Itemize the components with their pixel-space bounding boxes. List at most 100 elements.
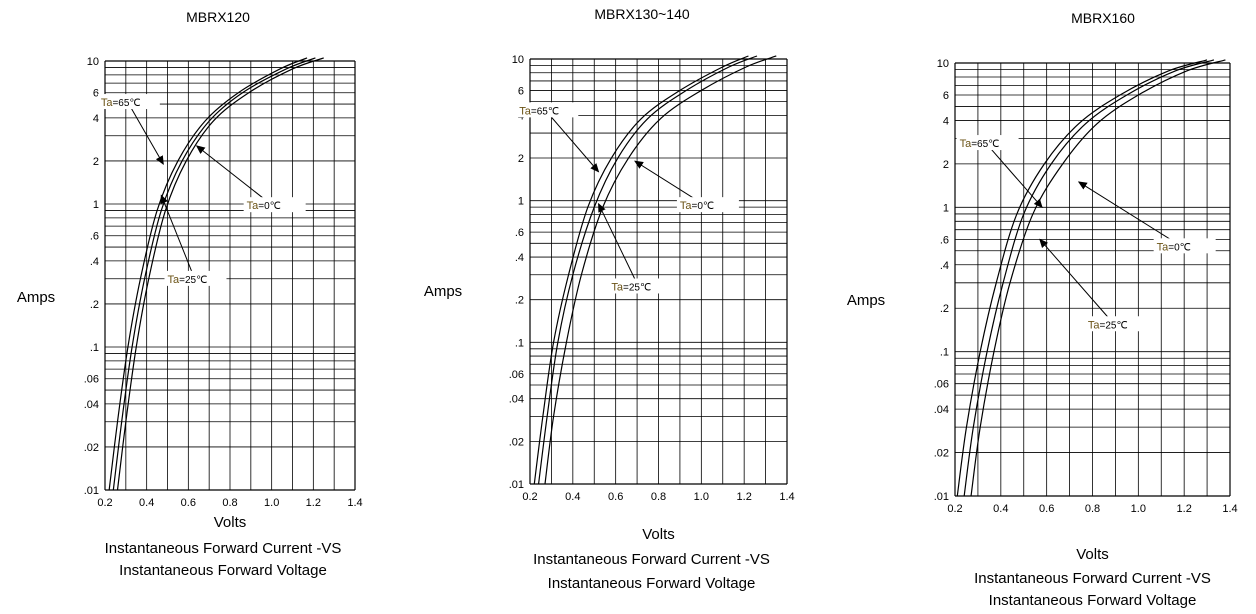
y-tick-label: 10 <box>937 58 949 70</box>
annotation-label: Ta=25℃ <box>611 281 651 293</box>
y-tick-label: .6 <box>940 234 949 246</box>
y-tick-label: .1 <box>90 342 99 354</box>
x-tick-label: 0.8 <box>1085 503 1100 515</box>
chart-3: .01 .02 .04 .06 .1 .2 .4 .6 1 2 4 6 10 0.2 0.4 0.6 0.8 1.… <box>847 10 1238 609</box>
caption-line-2: Instantaneous Forward Voltage <box>119 562 327 579</box>
annotation-arrow <box>1039 238 1117 327</box>
chart-title: MBRX160 <box>1071 10 1135 26</box>
y-tick-label: .1 <box>940 347 949 359</box>
series-line-2 <box>963 59 1215 497</box>
x-tick-label: 1.4 <box>1222 503 1237 515</box>
annotation-label: Ta=0℃ <box>680 200 714 212</box>
y-tick-label: .04 <box>934 404 949 416</box>
chart-1: .01 .02 .04 .06 .1 .2 .4 .6 1 2 4 6 10 0.2 0.4 0.6 0.8 1.… <box>17 9 363 579</box>
annotation-arrow <box>546 112 600 173</box>
annotation-label: Ta=25℃ <box>168 274 208 286</box>
annotation-prefix: Ta <box>168 274 181 286</box>
annotation-label: Ta=0℃ <box>1157 241 1191 253</box>
series-line-3 <box>544 55 777 485</box>
y-tick-label: .2 <box>940 303 949 315</box>
y-tick-label: 4 <box>943 115 949 127</box>
series-line-1 <box>956 59 1208 497</box>
y-tick-label: 6 <box>518 85 524 97</box>
caption-line-1: Instantaneous Forward Current -VS <box>974 570 1211 587</box>
y-tick-label: .01 <box>934 491 949 503</box>
annotation-bg <box>243 197 306 213</box>
y-tick-label: 4 <box>93 113 99 125</box>
y-axis-label: Amps <box>847 292 885 309</box>
annotation-bg <box>97 94 160 110</box>
x-axis-label: Volts <box>214 514 247 531</box>
x-axis-label: Volts <box>642 526 675 543</box>
annotation-arrow <box>1077 181 1185 249</box>
caption-line-1: Instantaneous Forward Current -VS <box>533 551 770 568</box>
annotation-arrow <box>598 202 640 289</box>
caption-line-2: Instantaneous Forward Voltage <box>548 575 756 592</box>
caption-line-2: Instantaneous Forward Voltage <box>989 592 1197 609</box>
annotation-prefix: Ta <box>680 200 693 212</box>
series-line-3 <box>116 57 324 491</box>
annotation-arrow <box>128 103 164 166</box>
x-tick-label: 0.4 <box>565 491 580 503</box>
annotation-suffix: =0℃ <box>692 201 715 212</box>
x-tick-label: 0.2 <box>947 503 962 515</box>
y-tick-label: .2 <box>515 295 524 307</box>
x-tick-label: 1.2 <box>737 491 752 503</box>
y-tick-label: .06 <box>84 374 99 386</box>
y-tick-label: .01 <box>84 485 99 497</box>
y-tick-label: .01 <box>509 479 524 491</box>
annotation-label: Ta=65℃ <box>101 97 141 109</box>
annotation-suffix: =65℃ <box>112 98 140 109</box>
x-tick-label: 1.0 <box>264 497 279 509</box>
annotation-suffix: =25℃ <box>1100 320 1128 331</box>
y-tick-label: .6 <box>90 231 99 243</box>
x-tick-label: 0.6 <box>1039 503 1054 515</box>
y-tick-label: .04 <box>84 399 99 411</box>
annotation-bg <box>1084 316 1147 332</box>
annotation-suffix: =65℃ <box>971 139 999 150</box>
x-tick-label: 1.2 <box>1177 503 1192 515</box>
caption-line-1: Instantaneous Forward Current -VS <box>105 540 342 557</box>
annotation-bg <box>1153 238 1216 254</box>
y-tick-label: 6 <box>943 90 949 102</box>
x-tick-label: 0.8 <box>651 491 666 503</box>
y-tick-label: .2 <box>90 299 99 311</box>
x-tick-label: 0.4 <box>993 503 1008 515</box>
x-tick-label: 1.2 <box>306 497 321 509</box>
x-tick-label: 0.6 <box>181 497 196 509</box>
y-tick-label: 2 <box>93 156 99 168</box>
series-line-2 <box>537 55 758 485</box>
annotation-label: Ta=65℃ <box>960 138 1000 150</box>
annotation-suffix: =65℃ <box>531 106 559 117</box>
y-tick-label: .6 <box>515 227 524 239</box>
annotation-suffix: =0℃ <box>258 201 281 212</box>
y-tick-label: .06 <box>934 379 949 391</box>
x-tick-label: 1.0 <box>1131 503 1146 515</box>
y-tick-label: 10 <box>512 54 524 66</box>
annotation-bg <box>164 270 227 286</box>
y-tick-label: .04 <box>509 394 524 406</box>
y-tick-label: 6 <box>93 88 99 100</box>
y-tick-label: .02 <box>84 442 99 454</box>
annotation-bg <box>516 102 579 118</box>
x-tick-label: 1.4 <box>779 491 794 503</box>
y-tick-label: .02 <box>934 448 949 460</box>
annotation-label: Ta=65℃ <box>519 105 559 117</box>
annotation-label: Ta=0℃ <box>247 200 281 212</box>
x-tick-label: 0.4 <box>139 497 154 509</box>
y-tick-label: 1 <box>943 202 949 214</box>
x-tick-label: 1.4 <box>347 497 362 509</box>
x-axis-label: Volts <box>1076 546 1109 563</box>
y-tick-label: 1 <box>518 196 524 208</box>
y-tick-label: .1 <box>515 337 524 349</box>
y-tick-label: 2 <box>943 159 949 171</box>
annotation-prefix: Ta <box>1157 241 1170 253</box>
annotation-suffix: =25℃ <box>623 282 651 293</box>
y-tick-label: .4 <box>90 256 99 268</box>
annotation-bg <box>608 278 671 294</box>
annotation-prefix: Ta <box>519 105 532 117</box>
y-tick-label: 10 <box>87 56 99 68</box>
series-line-1 <box>533 55 749 485</box>
chart-2: .01.02.04.06.1.2.4.61246100.20.40.60.81.… <box>424 6 795 592</box>
y-tick-label: .4 <box>515 252 524 264</box>
